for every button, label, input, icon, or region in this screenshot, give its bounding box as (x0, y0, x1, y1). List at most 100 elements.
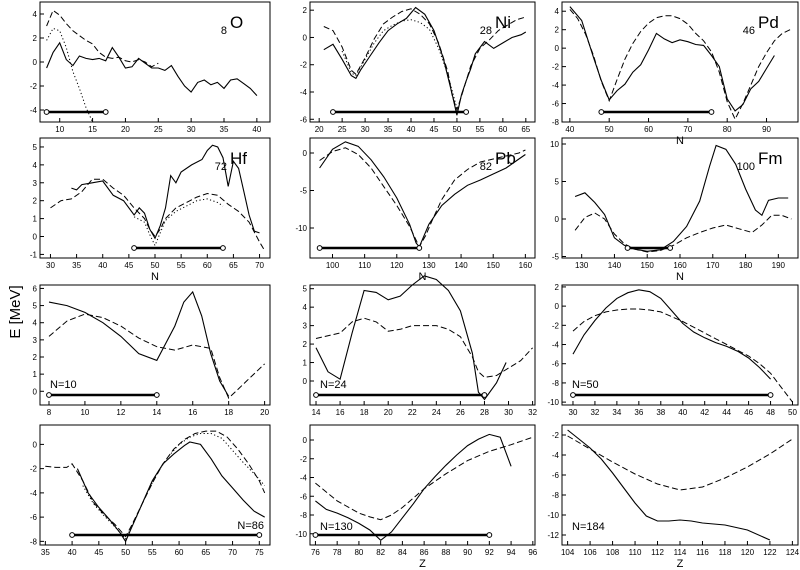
x-tick-label: 30 (46, 261, 55, 270)
y-tick-label: 5 (33, 143, 38, 152)
series-dashed (45, 430, 266, 538)
x-tick-label: 40 (68, 548, 77, 557)
y-tick-label: 2 (555, 26, 560, 35)
range-bar-end (220, 245, 226, 251)
x-tick-label: 8 (47, 408, 52, 417)
series-solid (315, 275, 507, 401)
x-tick-label: 16 (188, 408, 197, 417)
x-tick-label: 30 (187, 125, 196, 134)
y-tick-label: -4 (300, 474, 308, 483)
x-tick-label: 12 (116, 408, 125, 417)
y-tick-label: -10 (295, 224, 307, 233)
x-tick-label: 20 (121, 125, 130, 134)
x-tick-label: 22 (408, 408, 417, 417)
x-tick-label: 65 (201, 548, 210, 557)
y-tick-label: 0 (303, 149, 308, 158)
series-solid (567, 429, 771, 541)
y-tick-label: 10 (550, 140, 559, 149)
x-tick-label: 140 (608, 261, 622, 270)
range-bar-end (313, 392, 319, 398)
y-tick-label: -8 (552, 379, 560, 388)
x-tick-label: 160 (673, 261, 687, 270)
y-tick-label: -2 (552, 63, 560, 72)
y-tick-label: -10 (295, 530, 307, 539)
range-bar-end (767, 392, 774, 398)
range-bar-end (330, 109, 336, 115)
series-solid (569, 6, 775, 112)
panel-8: 14 16 18 20 22 24 26 28 30 32 0 1 2 3 4 5 N=24 (303, 275, 538, 417)
panel-label: N=184 (572, 521, 605, 533)
series-solid (46, 41, 258, 96)
y-tick-label: -5 (300, 187, 308, 196)
series-dashed (574, 212, 792, 253)
x-tick-label: 15 (88, 125, 97, 134)
x-tick-label: 42 (700, 408, 709, 417)
y-tick-label: 2 (303, 6, 308, 15)
y-tick-label: 2 (33, 197, 38, 206)
x-tick-label: 70 (228, 548, 237, 557)
series-dotted (46, 27, 94, 123)
x-tick-label: 35 (72, 261, 81, 270)
panel-label-element: Ni (495, 13, 511, 32)
y-tick-label: -8 (300, 511, 308, 520)
panel-2: 20 25 30 35 40 45 50 55 60 65 -6 -4 -2 0 2 28 Ni (300, 1, 536, 134)
x-tick-label: 26 (456, 408, 465, 417)
x-tick-label: 100 (326, 261, 340, 270)
x-tick-label: 14 (152, 408, 161, 417)
range-bar-end (570, 392, 576, 398)
panel-label-number: 82 (480, 161, 492, 173)
x-tick-label: 10 (55, 125, 64, 134)
panel-frame (309, 424, 536, 546)
x-tick-label: 18 (224, 408, 233, 417)
y-tick-label: -2 (552, 431, 560, 440)
y-tick-label: 0 (555, 215, 560, 224)
series-dashed (315, 317, 533, 378)
series-solid (48, 290, 230, 397)
x-tick-label: 30 (504, 408, 513, 417)
series-solid (76, 441, 265, 543)
y-tick-label: 2 (303, 340, 308, 349)
panel-label-number: 72 (215, 161, 227, 173)
range-bar-end (256, 532, 263, 538)
y-tick-label: -10 (547, 398, 559, 407)
x-tick-label: 40 (678, 408, 687, 417)
y-tick-label: 3 (303, 322, 308, 331)
panel-label: N=130 (320, 521, 353, 533)
range-bar-end (708, 109, 715, 115)
y-tick-label: -6 (552, 471, 560, 480)
x-tick-label: 40 (565, 125, 574, 134)
y-tick-label: -8 (30, 537, 38, 546)
series-dotted (82, 433, 266, 540)
x-tick-label: 45 (430, 125, 439, 134)
y-tick-label: 5 (33, 302, 38, 311)
panel-9: 30 32 34 36 38 40 42 44 46 48 50 -10 -8 -6 -4 -2 0 2 N=50 (547, 283, 799, 417)
y-tick-label: -4 (30, 489, 38, 498)
x-tick-label: 34 (612, 408, 621, 417)
x-tick-label: 45 (124, 261, 133, 270)
x-tick-label: 190 (772, 261, 786, 270)
x-tick-label: 40 (98, 261, 107, 270)
panel-frame (39, 424, 271, 546)
x-tick-label: 108 (606, 548, 620, 557)
x-tick-label: 30 (569, 408, 578, 417)
series-dashed (315, 436, 533, 521)
x-tick-label: 170 (706, 261, 720, 270)
x-tick-label: 96 (528, 548, 537, 557)
range-bar-end (481, 392, 488, 398)
range-bar-end (598, 109, 605, 115)
y-tick-label: -8 (552, 491, 560, 500)
y-tick-label: -6 (300, 492, 308, 501)
panel-label: N=10 (50, 379, 77, 391)
y-tick-label: 2 (33, 353, 38, 362)
panel-11: 76 78 80 82 84 86 88 90 92 94 96 -10 -8 -6 -4 -2 0 Z N=130 (295, 424, 538, 570)
y-tick-label: -2 (300, 455, 308, 464)
y-tick-label: 0 (555, 44, 560, 53)
y-tick-label: 0 (33, 58, 38, 67)
series-dashed (319, 147, 526, 248)
x-tick-label: 70 (255, 261, 264, 270)
x-tick-label: 130 (422, 261, 436, 270)
y-tick-label: -5 (552, 253, 560, 262)
x-tick-label: 50 (151, 261, 160, 270)
series-dashed (46, 9, 159, 68)
